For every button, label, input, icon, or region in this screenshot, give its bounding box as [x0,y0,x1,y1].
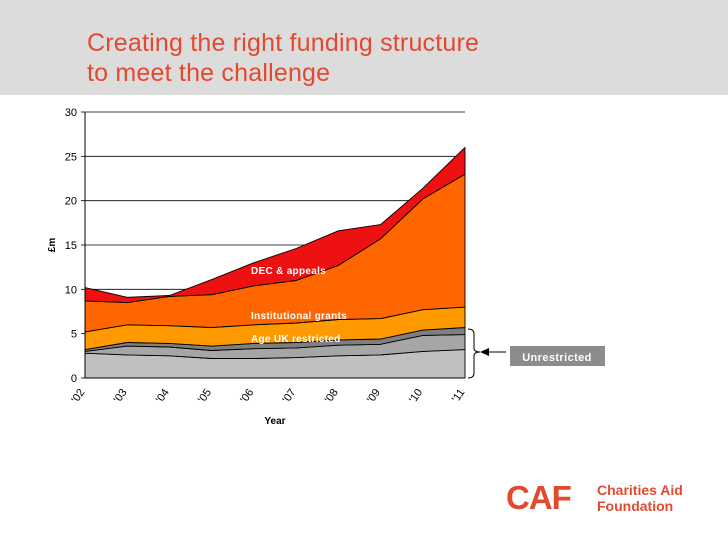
x-tick-label: '04 [154,387,172,406]
series-label: Age UK restricted [251,334,341,345]
y-tick-label: 30 [65,107,77,119]
series-label: Institutional grants [251,311,347,322]
area-series [84,147,466,379]
unrestricted-callout-label: Unrestricted [522,352,592,364]
unrestricted-brace [467,328,481,379]
y-axis-title: £m [47,238,58,253]
caf-logo-name: Charities Aid Foundation [597,482,683,514]
area-series-5 [84,147,466,304]
unrestricted-callout-box [510,346,605,366]
logo-name-line-1: Charities Aid [597,482,683,498]
chart-labels: DEC & appeals Institutional grants Age UK … [251,266,605,379]
title-line-2: to meet the challenge [87,59,331,87]
x-tick-label: '11 [450,387,468,405]
title-banner: Creating the right funding structure to … [0,0,728,95]
page-title: Creating the right funding structure to … [87,28,479,88]
y-tick-label: 5 [71,329,77,341]
caf-logo-mark: CAF [506,479,572,516]
y-tick-label: 0 [71,373,77,385]
x-tick-label: '07 [281,387,299,406]
x-tick-label: '08 [323,387,341,406]
x-tick-label: '05 [196,387,214,406]
title-line-1: Creating the right funding structure [87,29,480,57]
x-tick-label: '03 [112,387,130,406]
y-tick-label: 25 [65,151,77,163]
x-tick-label: '10 [407,387,425,406]
y-tick-label: 20 [65,196,77,208]
area-series-4 [84,173,466,333]
unrestricted-arrow-head [480,348,489,356]
x-axis-title: Year [264,416,285,427]
logo-name-line-2: Foundation [597,498,674,514]
x-tick-label: '09 [365,387,383,406]
y-tick-label: 10 [65,284,77,296]
series-label: DEC & appeals [251,266,326,277]
y-tick-label: 15 [65,240,77,252]
x-tick-label: '02 [69,387,87,406]
x-tick-label: '06 [238,387,256,406]
